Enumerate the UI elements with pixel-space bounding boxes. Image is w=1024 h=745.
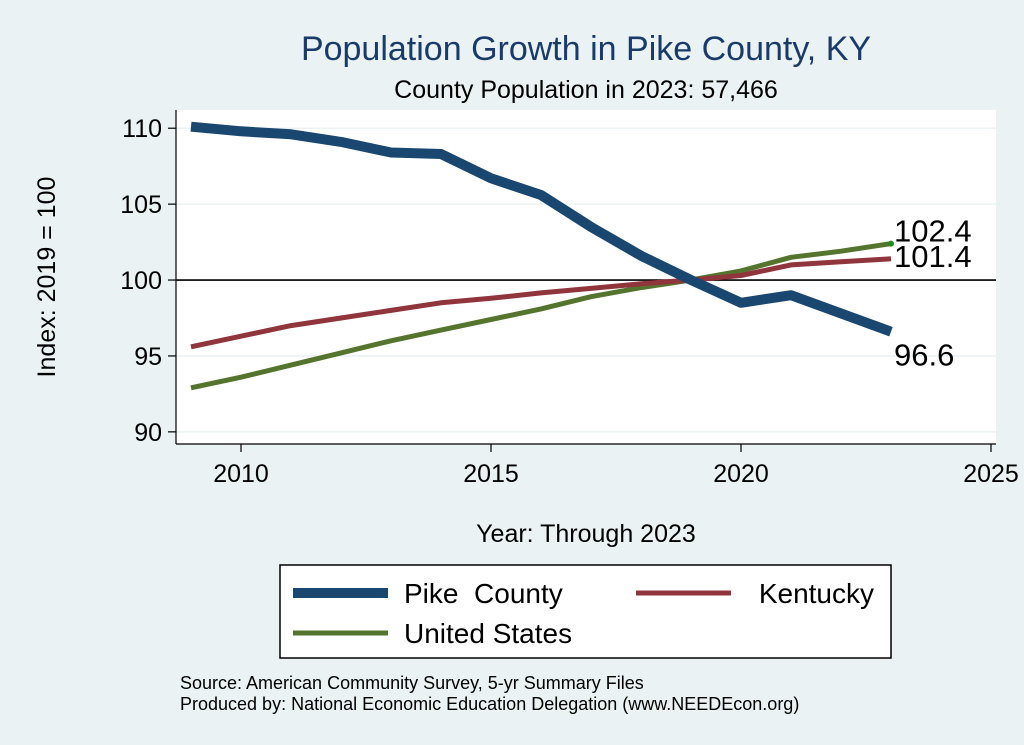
x-tick-label: 2010	[213, 460, 269, 488]
source-note: Source: American Community Survey, 5-yr …	[180, 673, 644, 693]
legend: Pike County Kentucky United States	[293, 578, 874, 649]
plot-area	[176, 110, 996, 444]
series-line-pike-county	[190, 121, 893, 337]
y-tick-label: 95	[134, 343, 162, 371]
y-tick-label: 100	[120, 267, 162, 295]
producer-note: Produced by: National Economic Education…	[180, 694, 799, 714]
x-tick-label: 2020	[713, 460, 769, 488]
x-axis-label: Year: Through 2023	[476, 520, 696, 548]
legend-label-kentucky: Kentucky	[759, 578, 874, 609]
x-tick-label: 2015	[463, 460, 519, 488]
legend-label-pike-county: Pike County	[404, 578, 563, 609]
end-label-pike-county: 96.6	[894, 338, 954, 373]
series-lines	[190, 121, 894, 391]
series-line-united-states	[190, 241, 892, 391]
end-label-kentucky: 101.4	[894, 239, 972, 274]
chart-subtitle: County Population in 2023: 57,466	[394, 76, 778, 104]
us-endpoint-marker	[888, 240, 894, 247]
y-axis: 90 95 100 105 110	[120, 110, 177, 447]
y-tick-label: 105	[120, 191, 162, 219]
end-label-united-states: 102.4	[894, 214, 972, 249]
y-axis-label: Index: 2019 = 100	[33, 177, 61, 378]
y-tick-label: 90	[134, 419, 162, 447]
x-tick-label: 2025	[963, 460, 1019, 488]
y-tick-label: 110	[122, 115, 162, 143]
legend-box	[279, 564, 892, 659]
legend-label-united-states: United States	[404, 618, 572, 649]
chart-title: Population Growth in Pike County, KY	[301, 30, 871, 68]
x-axis: 2010 2015 2020 2025	[176, 443, 1019, 488]
series-line-kentucky	[190, 256, 892, 350]
